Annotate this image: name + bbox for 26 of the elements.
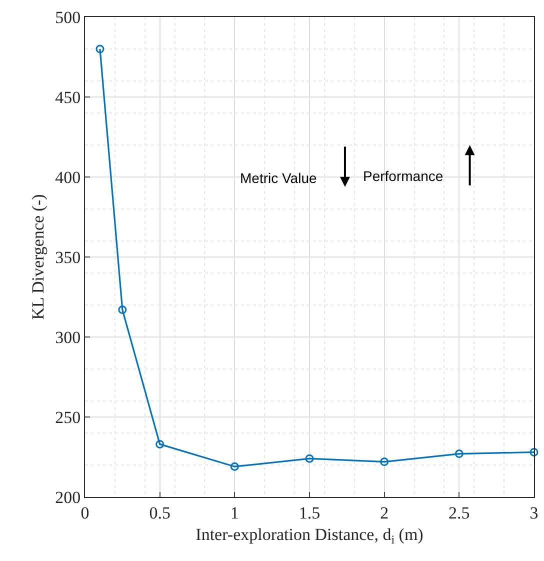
point xyxy=(118,306,127,314)
x-tick-label: 1.5 xyxy=(298,503,320,522)
point xyxy=(96,44,104,54)
x-tick-label: 0 xyxy=(80,503,90,522)
x-tick-label: 2.5 xyxy=(448,503,470,522)
y-tick-label: 400 xyxy=(55,168,81,187)
x-tick-label: 3 xyxy=(530,503,538,522)
point xyxy=(305,454,314,463)
y-tick-label: 250 xyxy=(55,408,81,427)
point xyxy=(454,450,464,458)
x-axis-title: Inter-exploration Distance, d$_{i}$ (m) xyxy=(196,524,424,546)
point xyxy=(156,440,164,448)
y-tick-label: 200 xyxy=(55,488,81,507)
x-tick-label: 2 xyxy=(380,503,389,522)
y-tick-label: 450 xyxy=(55,88,81,107)
point xyxy=(530,448,538,456)
y-tick-label: 500 xyxy=(55,8,81,27)
point xyxy=(380,458,389,466)
annotation: Metric Value xyxy=(240,170,317,186)
annotation: Performance xyxy=(363,168,444,184)
y-tick-label: 350 xyxy=(55,248,81,267)
y-tick-label: 300 xyxy=(55,328,81,347)
y-axis-title: KL Divergence (-) xyxy=(28,194,48,320)
x-tick-label: 0.5 xyxy=(149,503,170,522)
point xyxy=(230,462,239,471)
x-tick-label: 1 xyxy=(230,503,239,522)
